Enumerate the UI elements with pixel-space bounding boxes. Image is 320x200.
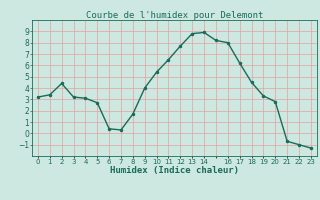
X-axis label: Humidex (Indice chaleur): Humidex (Indice chaleur)	[110, 166, 239, 175]
Title: Courbe de l'humidex pour Delemont: Courbe de l'humidex pour Delemont	[86, 11, 263, 20]
